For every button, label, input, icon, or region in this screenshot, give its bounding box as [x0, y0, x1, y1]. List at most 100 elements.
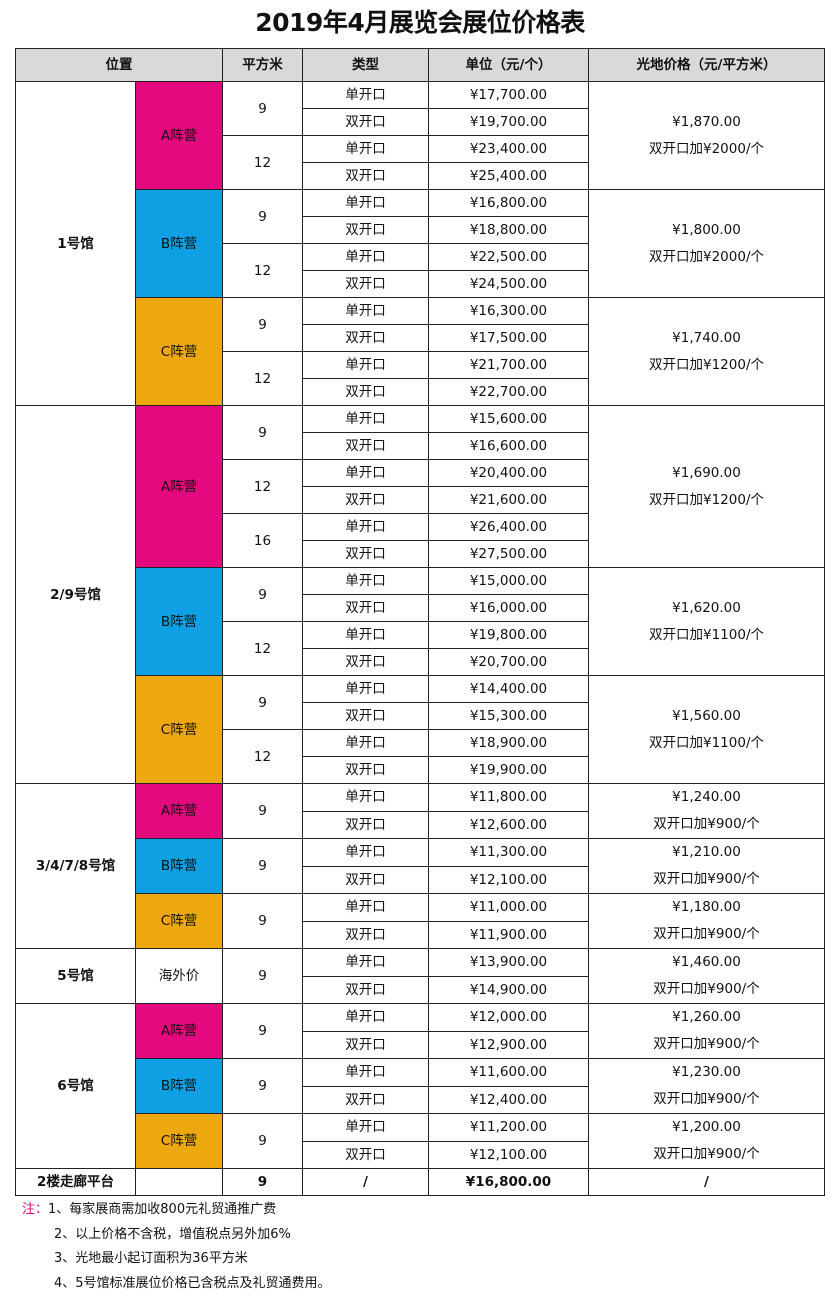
- ground-price: ¥1,560.00: [589, 703, 824, 730]
- sqm-cell: 9: [223, 406, 303, 460]
- hall-name: 6号馆: [16, 1004, 136, 1169]
- hall-name: 3/4/7/8号馆: [16, 784, 136, 949]
- sqm-cell: 9: [223, 1004, 303, 1059]
- sqm-cell: 9: [223, 1114, 303, 1169]
- type-cell: /: [303, 1169, 429, 1196]
- price-cell: ¥21,600.00: [429, 487, 589, 514]
- sqm-cell: 12: [223, 352, 303, 406]
- ground-cell: /: [589, 1169, 825, 1196]
- camp-cell: A阵营: [136, 406, 223, 568]
- ground-extra: 双开口加¥900/个: [589, 866, 824, 893]
- type-cell: 单开口: [303, 244, 429, 271]
- type-cell: 单开口: [303, 1059, 429, 1087]
- price-cell: ¥23,400.00: [429, 136, 589, 163]
- type-cell: 单开口: [303, 298, 429, 325]
- type-cell: 双开口: [303, 649, 429, 676]
- ground-price: ¥1,240.00: [589, 784, 824, 811]
- type-cell: 双开口: [303, 1086, 429, 1114]
- price-cell: ¥11,800.00: [429, 784, 589, 812]
- ground-price: ¥1,800.00: [589, 217, 824, 244]
- ground-extra: 双开口加¥1200/个: [589, 487, 824, 514]
- type-cell: 单开口: [303, 352, 429, 379]
- ground-price: ¥1,460.00: [589, 949, 824, 976]
- sqm-cell: 9: [223, 568, 303, 622]
- type-cell: 双开口: [303, 325, 429, 352]
- type-cell: 单开口: [303, 784, 429, 812]
- price-cell: ¥12,600.00: [429, 811, 589, 839]
- notes: 注：1、每家展商需加收800元礼贸通推广费 2、以上价格不含税，增值税点另外加6…: [22, 1198, 331, 1296]
- hall-name: 5号馆: [16, 949, 136, 1004]
- type-cell: 双开口: [303, 866, 429, 894]
- price-cell: ¥12,900.00: [429, 1031, 589, 1059]
- type-cell: 单开口: [303, 460, 429, 487]
- type-cell: 单开口: [303, 190, 429, 217]
- camp-cell: B阵营: [136, 1059, 223, 1114]
- camp-cell: 海外价: [136, 949, 223, 1004]
- sqm-cell: 12: [223, 730, 303, 784]
- price-cell: ¥15,300.00: [429, 703, 589, 730]
- ground-price: ¥1,230.00: [589, 1059, 824, 1086]
- type-cell: 双开口: [303, 757, 429, 784]
- type-cell: 双开口: [303, 163, 429, 190]
- sqm-cell: 16: [223, 514, 303, 568]
- type-cell: 双开口: [303, 1031, 429, 1059]
- note-item: 1、每家展商需加收800元礼贸通推广费: [48, 1198, 276, 1223]
- type-cell: 单开口: [303, 622, 429, 649]
- price-cell: ¥20,700.00: [429, 649, 589, 676]
- camp-cell: C阵营: [136, 894, 223, 949]
- sqm-cell: 12: [223, 460, 303, 514]
- type-cell: 双开口: [303, 379, 429, 406]
- price-cell: ¥18,900.00: [429, 730, 589, 757]
- type-cell: 单开口: [303, 894, 429, 922]
- sqm-cell: 9: [223, 784, 303, 839]
- camp-cell: B阵营: [136, 190, 223, 298]
- page-title: 2019年4月展览会展位价格表: [0, 3, 840, 39]
- camp-cell: C阵营: [136, 298, 223, 406]
- ground-price: ¥1,620.00: [589, 595, 824, 622]
- ground-price: ¥1,200.00: [589, 1114, 824, 1141]
- ground-extra: 双开口加¥900/个: [589, 1086, 824, 1113]
- price-cell: ¥12,100.00: [429, 1141, 589, 1169]
- price-cell: ¥24,500.00: [429, 271, 589, 298]
- sqm-cell: 9: [223, 1059, 303, 1114]
- ground-price: ¥1,690.00: [589, 460, 824, 487]
- camp-cell: [136, 1169, 223, 1196]
- camp-cell: C阵营: [136, 1114, 223, 1169]
- notes-label: 注：: [22, 1198, 48, 1223]
- ground-extra: 双开口加¥900/个: [589, 1031, 824, 1058]
- ground-price: ¥1,210.00: [589, 839, 824, 866]
- type-cell: 双开口: [303, 109, 429, 136]
- header-type: 类型: [303, 49, 429, 82]
- price-cell: ¥12,000.00: [429, 1004, 589, 1032]
- sqm-cell: 9: [223, 298, 303, 352]
- camp-cell: A阵营: [136, 1004, 223, 1059]
- ground-extra: 双开口加¥900/个: [589, 1141, 824, 1168]
- ground-extra: 双开口加¥1100/个: [589, 622, 824, 649]
- type-cell: 单开口: [303, 568, 429, 595]
- hall-name: 2楼走廊平台: [16, 1169, 136, 1196]
- price-cell: ¥19,900.00: [429, 757, 589, 784]
- ground-price: ¥1,260.00: [589, 1004, 824, 1031]
- sqm-cell: 12: [223, 136, 303, 190]
- header-unit-price: 单位（元/个）: [429, 49, 589, 82]
